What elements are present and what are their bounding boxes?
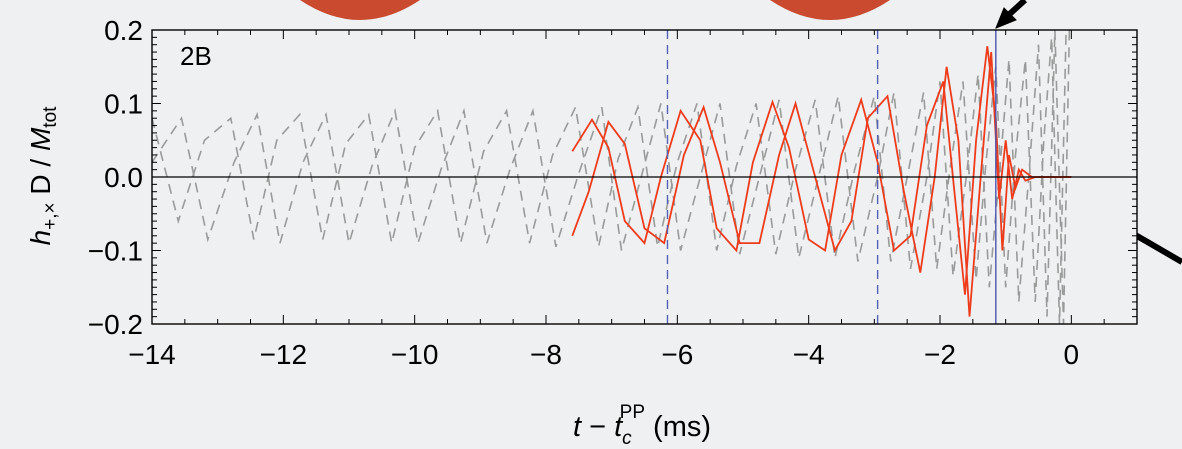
y-tick-label: −0.1 bbox=[88, 236, 143, 267]
x-tick-label: 0 bbox=[1064, 339, 1080, 370]
star-right-image bbox=[770, 0, 890, 20]
x-tick-label: −4 bbox=[793, 339, 825, 370]
x-tick-label: −2 bbox=[924, 339, 956, 370]
y-tick-label: −0.2 bbox=[88, 309, 143, 340]
arrow-top-right-head bbox=[995, 7, 1017, 29]
y-tick-label: 0.0 bbox=[104, 162, 143, 193]
x-tick-label: −6 bbox=[661, 339, 693, 370]
binary-star-images bbox=[300, 0, 890, 20]
x-tick-label: −12 bbox=[260, 339, 308, 370]
star-left-image bbox=[300, 0, 420, 20]
y-axis-label: h+,× D / Mtot bbox=[25, 106, 61, 246]
x-axis-label: t − tcPP (ms) bbox=[573, 402, 711, 444]
plot-clipped-group bbox=[152, 30, 1137, 324]
axes: −14 −12 −10 −8 −6 −4 −2 0 −0.2 −0.1 0.0 0.1 0.2 bbox=[88, 15, 1138, 370]
series-line-4 bbox=[571, 52, 1072, 317]
y-tick-label: 0.1 bbox=[104, 89, 143, 120]
x-tick-label: −10 bbox=[391, 339, 439, 370]
plot-area bbox=[152, 30, 1137, 324]
panel-label: 2B bbox=[180, 41, 212, 71]
x-tick-label: −8 bbox=[530, 339, 562, 370]
y-tick-label: 0.2 bbox=[104, 15, 143, 46]
x-tick-label: −14 bbox=[128, 339, 176, 370]
